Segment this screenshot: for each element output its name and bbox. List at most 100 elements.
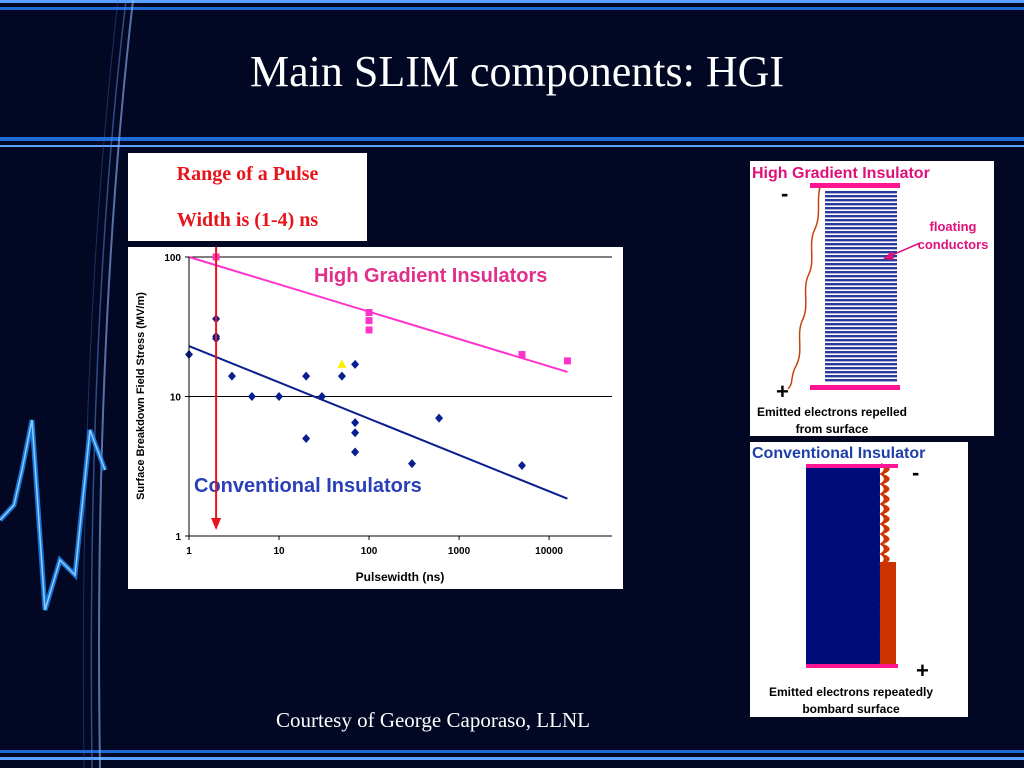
conductor-stripe bbox=[825, 203, 897, 206]
data-point-diamond bbox=[337, 371, 346, 381]
hgi-caption-1: Emitted electrons repelled bbox=[757, 405, 907, 419]
callout-line-1: Range of a Pulse bbox=[176, 163, 319, 185]
conductor-stripe bbox=[825, 339, 897, 342]
ci-electron-trajectories bbox=[878, 463, 896, 665]
electron-bombardment-band bbox=[880, 562, 896, 664]
conductor-stripe bbox=[825, 343, 897, 346]
floating-conductors-pointer bbox=[889, 242, 921, 257]
conductor-stripe bbox=[825, 299, 897, 302]
hgi-title: High Gradient Insulator bbox=[752, 165, 930, 182]
data-point-square bbox=[365, 326, 373, 334]
slide-title: Main SLIM components: HGI bbox=[250, 47, 785, 96]
conductor-stripe bbox=[825, 355, 897, 358]
conductor-stripe bbox=[825, 267, 897, 270]
pulse-range-callout: Range of a Pulse Width is (1-4) ns bbox=[128, 153, 367, 241]
conductor-stripe bbox=[825, 219, 897, 222]
conductor-stripe bbox=[825, 251, 897, 254]
conductor-stripe bbox=[825, 311, 897, 314]
hgi-diagram-svg: High Gradient Insulator - + floating con… bbox=[752, 165, 989, 436]
floating-conductors-label-1: floating bbox=[930, 219, 977, 234]
conductor-stripe bbox=[825, 295, 897, 298]
conductor-stripe bbox=[825, 207, 897, 210]
ci-bottom-electrode bbox=[806, 664, 898, 668]
conductor-stripe bbox=[825, 223, 897, 226]
conductor-stripe bbox=[825, 331, 897, 334]
x-tick-label: 100 bbox=[361, 546, 378, 557]
x-tick-label: 10 bbox=[273, 546, 285, 557]
conductor-stripe bbox=[825, 287, 897, 290]
trend-line-1 bbox=[188, 345, 568, 500]
x-tick-label: 10000 bbox=[535, 546, 563, 557]
series-label-conventional: Conventional Insulators bbox=[194, 475, 422, 497]
data-point-square bbox=[365, 309, 373, 317]
conductor-stripe bbox=[825, 371, 897, 374]
trend-line-0 bbox=[188, 256, 568, 373]
data-point-diamond bbox=[351, 418, 360, 428]
pulse-range-arrowhead bbox=[211, 518, 222, 530]
data-point-diamond bbox=[351, 359, 360, 369]
ci-diagram-svg: Conventional Insulator - + Emitted elect… bbox=[752, 445, 933, 716]
conductor-stripe bbox=[825, 283, 897, 286]
ci-plus-sign: + bbox=[916, 658, 929, 683]
conductor-stripe bbox=[825, 291, 897, 294]
data-point-diamond bbox=[247, 392, 256, 401]
data-point-diamond bbox=[302, 371, 311, 381]
data-point-diamond bbox=[302, 433, 311, 443]
conductor-stripe bbox=[825, 359, 897, 362]
x-tick-label: 1 bbox=[186, 546, 192, 557]
floating-conductors-arrowhead bbox=[883, 251, 894, 260]
hgi-electron-trajectory bbox=[787, 186, 821, 390]
ci-caption-1: Emitted electrons repeatedly bbox=[769, 685, 933, 699]
conductor-stripe bbox=[825, 211, 897, 214]
data-point-diamond bbox=[351, 428, 360, 438]
series-label-hgi: High Gradient Insulators bbox=[314, 265, 547, 287]
conductor-stripe bbox=[825, 335, 897, 338]
conductor-stripe bbox=[825, 323, 897, 326]
breakdown-chart: 1 10 100 1 10 100 1000 10000 High Gradient Insu… bbox=[128, 239, 623, 589]
conductor-stripe bbox=[825, 215, 897, 218]
y-tick-label: 1 bbox=[175, 532, 181, 543]
conductor-stripe bbox=[825, 367, 897, 370]
conductor-stripe bbox=[825, 279, 897, 282]
conductor-stripe bbox=[825, 275, 897, 278]
hgi-conductor-stack bbox=[825, 191, 897, 382]
conductor-stripe bbox=[825, 363, 897, 366]
hgi-bottom-electrode bbox=[810, 385, 900, 390]
hgi-minus-sign: - bbox=[781, 181, 788, 206]
conductor-stripe bbox=[825, 199, 897, 202]
data-point-square bbox=[365, 317, 373, 325]
conductor-stripe bbox=[825, 239, 897, 242]
ci-title: Conventional Insulator bbox=[752, 445, 925, 462]
ci-insulator-block bbox=[806, 467, 880, 665]
y-tick-label: 100 bbox=[164, 253, 181, 264]
y-tick-label: 10 bbox=[170, 393, 182, 404]
conductor-stripe bbox=[825, 315, 897, 318]
data-point-diamond bbox=[275, 392, 284, 401]
conductor-stripe bbox=[825, 351, 897, 354]
x-axis-label: Pulsewidth (ns) bbox=[356, 570, 445, 584]
conductor-stripe bbox=[825, 307, 897, 310]
conductor-stripe bbox=[825, 263, 897, 266]
data-point-diamond bbox=[407, 459, 416, 469]
conductor-stripe bbox=[825, 243, 897, 246]
conductor-stripe bbox=[825, 227, 897, 230]
data-point-diamond bbox=[317, 392, 326, 401]
conductor-stripe bbox=[825, 319, 897, 322]
x-tick-label: 1000 bbox=[448, 546, 471, 557]
ci-top-electrode bbox=[806, 464, 898, 468]
conductor-stripe bbox=[825, 303, 897, 306]
floating-conductors-label-2: conductors bbox=[918, 237, 989, 252]
conductor-stripe bbox=[825, 195, 897, 198]
hgi-plus-sign: + bbox=[776, 379, 789, 404]
ci-diagram: Conventional Insulator - + Emitted elect… bbox=[750, 442, 968, 717]
ci-caption-2: bombard surface bbox=[802, 702, 900, 716]
data-point-triangle bbox=[337, 359, 347, 368]
data-point-square bbox=[563, 357, 571, 365]
data-point-diamond bbox=[435, 413, 444, 423]
breakdown-chart-svg: 1 10 100 1 10 100 1000 10000 High Gradient Insu… bbox=[135, 239, 612, 584]
conductor-stripe bbox=[825, 327, 897, 330]
callout-line-2: Width is (1-4) ns bbox=[176, 209, 319, 231]
data-point-diamond bbox=[517, 461, 526, 471]
conductor-stripe bbox=[825, 247, 897, 250]
hgi-top-electrode bbox=[810, 183, 900, 188]
